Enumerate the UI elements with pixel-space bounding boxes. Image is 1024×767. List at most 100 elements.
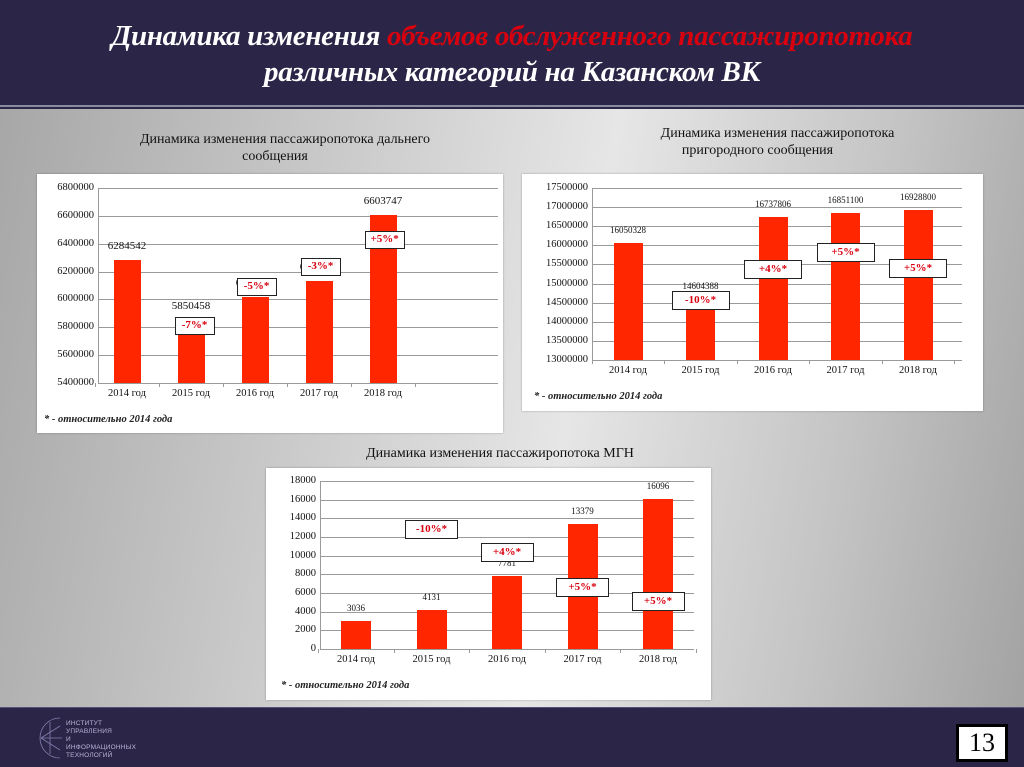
bar-value-label: 16096 — [646, 480, 670, 491]
gridline — [98, 327, 498, 329]
chart-title-mgn: Динамика изменения пассажиропотока МГН — [300, 445, 700, 462]
gridline — [320, 518, 694, 520]
y-tick-label: 14000000 — [546, 315, 588, 327]
gridline — [98, 355, 498, 357]
x-tick — [736, 360, 738, 364]
page-number: 13 — [956, 724, 1008, 762]
y-tick-label: 5600000 — [57, 349, 94, 361]
x-tick-label: 2017 год — [563, 654, 602, 665]
y-tick-label: 8000 — [295, 568, 316, 580]
y-tick-label: 16000000 — [546, 239, 588, 251]
x-tick — [469, 649, 471, 653]
chart-title-suburban: Динамика изменения пассажиропотока приго… — [620, 125, 935, 159]
bar — [416, 610, 447, 649]
x-tick — [223, 383, 224, 387]
logo-line: Институт — [66, 720, 103, 727]
slide-title: Динамика изменения объемов обслуженного … — [0, 18, 1024, 90]
logo-line: технологий — [66, 752, 113, 759]
gridline — [320, 574, 694, 576]
x-tick — [954, 360, 956, 364]
bar — [113, 259, 141, 383]
bar — [492, 576, 522, 649]
bar — [305, 280, 333, 383]
gridline — [320, 481, 694, 482]
change-percent-badge: +5%* — [631, 591, 685, 611]
change-percent-badge: +5%* — [816, 243, 875, 263]
x-tick — [695, 649, 697, 653]
change-percent-badge: -5%* — [236, 277, 277, 296]
logo-line: и информационных — [66, 736, 137, 751]
gridline — [320, 537, 694, 538]
bar-value-label: 16737806 — [755, 199, 791, 210]
x-tick-label: 2016 год — [488, 654, 526, 665]
bar-value-label: 16928800 — [900, 191, 936, 202]
y-tick-label: 6400000 — [57, 237, 94, 249]
gridline — [592, 207, 962, 209]
x-tick — [881, 360, 883, 364]
change-percent-badge: -10%* — [405, 519, 458, 539]
chart-panel-long-distance: 6800000 6600000 6400000 6200000 6000000 58000… — [37, 174, 503, 433]
y-tick-label: 15000000 — [546, 277, 588, 289]
chart-footnote: * - относительно 2014 года — [44, 414, 173, 425]
y-tick-label: 6800000 — [57, 182, 94, 193]
y-tick-label: 2000 — [295, 624, 316, 636]
change-percent-badge: +5%* — [889, 258, 947, 278]
y-tick-label: 12000 — [289, 531, 316, 542]
bar-value-label: 14604388 — [682, 280, 719, 291]
slide-header: Динамика изменения объемов обслуженного … — [0, 0, 1024, 107]
gridline — [98, 383, 498, 384]
gridline — [98, 271, 498, 273]
y-tick-label: 15500000 — [546, 258, 588, 270]
x-tick — [95, 383, 96, 387]
chart-footnote: * - относительно 2014 года — [281, 680, 410, 691]
x-tick — [318, 649, 320, 653]
y-tick-label: 10000 — [289, 549, 316, 561]
change-percent-badge: +4%* — [744, 260, 802, 280]
y-tick-label: 14000 — [289, 512, 316, 524]
gridline — [98, 243, 498, 245]
gridline — [98, 299, 498, 301]
y-tick-label: 18000 — [289, 475, 316, 486]
y-tick-label: 6600000 — [57, 209, 94, 221]
chart-title-line: пригородного сообщения — [681, 143, 834, 158]
y-axis — [320, 481, 321, 649]
change-percent-badge: -7%* — [174, 316, 215, 335]
x-tick-label: 2018 год — [639, 654, 677, 665]
y-tick-label: 16000 — [289, 493, 316, 505]
y-tick-label: 13500000 — [546, 334, 588, 346]
slide-footer: Институт управления и информационных тех… — [0, 707, 1024, 767]
x-tick-label: 2017 год — [300, 388, 338, 399]
y-tick-label: 16500000 — [546, 220, 588, 232]
bar-value-label: 6284542 — [107, 239, 147, 252]
y-tick-label: 13000000 — [546, 354, 588, 365]
bar — [241, 297, 269, 383]
chart-title-line: сообщения — [242, 149, 308, 164]
bar — [643, 498, 673, 649]
y-tick-label: 14500000 — [546, 296, 588, 308]
x-tick — [544, 649, 546, 653]
bar-value-label: 16050328 — [610, 225, 646, 236]
y-axis — [592, 188, 593, 360]
y-tick-label: 6200000 — [57, 265, 94, 277]
x-tick-label: 2015 год — [172, 388, 210, 399]
y-tick-label: 5400000 — [57, 377, 94, 388]
x-tick-label: 2018 год — [364, 388, 402, 399]
chart-footnote: * - относительно 2014 года — [534, 391, 663, 402]
bar — [341, 620, 371, 649]
x-tick-label: 2014 год — [337, 654, 375, 665]
chart-panel-suburban: 17500000 17000000 16500000 16000000 15500000… — [522, 174, 983, 411]
y-tick-label: 17000000 — [546, 201, 588, 213]
x-tick — [393, 649, 395, 653]
slide-title-part1: Динамика изменения — [111, 20, 387, 52]
y-tick-label: 6000000 — [57, 293, 94, 305]
x-tick — [351, 383, 352, 387]
gridline — [592, 188, 962, 189]
x-tick — [287, 383, 288, 387]
change-percent-badge: +5%* — [364, 230, 405, 249]
logo-text: Институт управления и информационных тех… — [66, 720, 140, 760]
y-tick-label: 5800000 — [57, 321, 94, 333]
x-tick — [620, 649, 622, 653]
y-tick-label: 0 — [310, 643, 316, 654]
x-tick-label: 2017 год — [826, 365, 865, 376]
x-tick-label: 2015 год — [681, 365, 720, 376]
